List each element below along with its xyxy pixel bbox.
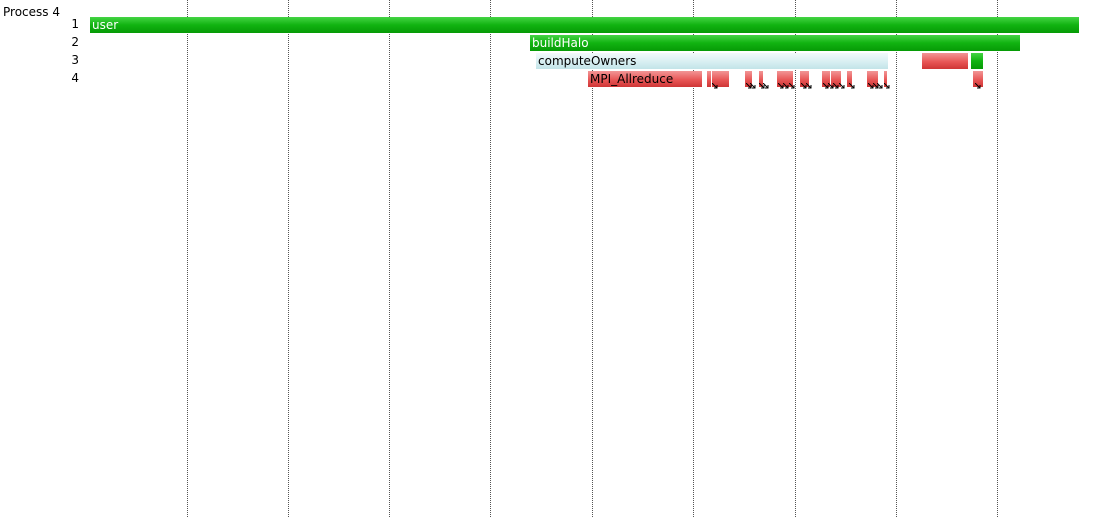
region-bar-buildhalo[interactable]: buildHalo [530,35,1020,51]
gridline [896,0,897,517]
message-arrow-icon [849,83,855,89]
message-arrow-icon [806,83,812,89]
region-bar-mpi-allreduce[interactable]: MPI_Allreduce [588,71,702,87]
message-arrow-icon [746,83,752,89]
row-label-3: 3 [71,53,79,67]
message-arrow-icon [712,83,718,89]
region-bar-mpi[interactable] [831,71,841,87]
message-arrow-icon [763,83,769,89]
message-arrow-icon [839,83,845,89]
region-bar-user-small[interactable] [971,53,983,69]
row-label-1: 1 [71,17,79,31]
region-bar-user[interactable]: user [90,17,1079,33]
message-arrow-icon [759,83,765,89]
bar-separator [737,71,738,87]
gridline [288,0,289,517]
bar-separator [711,71,712,87]
gridline [997,0,998,517]
gridline [795,0,796,517]
region-bar-computeowners[interactable]: computeOwners [536,53,888,69]
message-arrow-icon [884,83,890,89]
message-arrow-icon [801,83,807,89]
region-bar-mpi[interactable] [847,71,852,87]
region-label: buildHalo [532,36,589,50]
region-bar-mpi[interactable] [973,71,983,87]
row-label-4: 4 [71,71,79,85]
region-bar-mpi[interactable] [759,71,763,87]
region-bar-mpi[interactable] [922,53,968,69]
message-arrow-icon [833,83,839,89]
region-bar-mpi[interactable] [745,71,752,87]
message-arrow-icon [828,83,834,89]
gridline [693,0,694,517]
message-arrow-icon [778,83,784,89]
gridline [592,0,593,517]
message-arrow-icon [975,83,981,89]
message-arrow-icon [750,83,756,89]
message-arrow-icon [783,83,789,89]
process-label: Process 4 [3,5,60,19]
region-label: MPI_Allreduce [590,72,674,86]
gridline [490,0,491,517]
gridline [187,0,188,517]
message-arrow-icon [873,83,879,89]
row-label-2: 2 [71,35,79,49]
region-bar-mpi[interactable] [800,71,809,87]
message-arrow-icon [877,83,883,89]
region-label: computeOwners [538,54,637,68]
message-arrow-icon [789,83,795,89]
region-bar-mpi[interactable] [867,71,878,87]
message-arrow-icon [868,83,874,89]
gridline [389,0,390,517]
region-bar-mpi[interactable] [884,71,887,87]
region-bar-mpi[interactable] [822,71,830,87]
region-label: user [92,18,119,32]
message-arrow-icon [823,83,829,89]
